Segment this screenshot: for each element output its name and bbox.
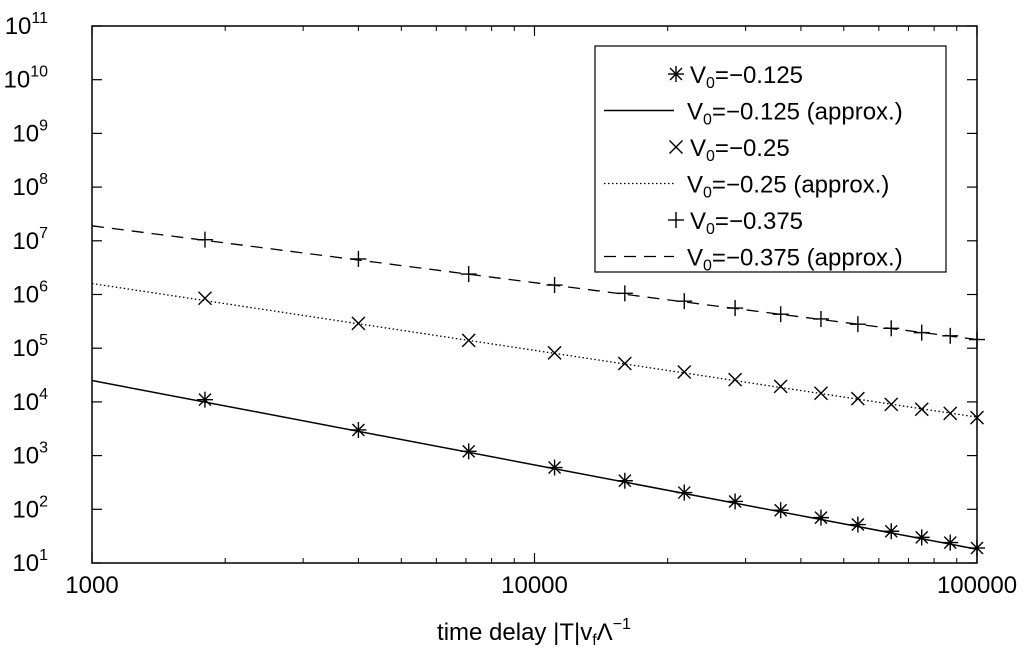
x-tick-label: 1000 — [65, 572, 118, 599]
legend-marker-cross — [669, 140, 683, 154]
legend-box — [594, 45, 947, 273]
data-point-cross — [197, 291, 212, 306]
y-tick-label: 107 — [12, 225, 48, 255]
y-tick-label: 102 — [12, 493, 48, 523]
y-tick-label: 106 — [12, 279, 48, 309]
legend-label: V0=−0.375 — [690, 208, 803, 238]
series-line-solid — [91, 379, 978, 551]
x-tick-label: 10000 — [501, 572, 568, 599]
legend-label: V0=−0.25 (approx.) — [687, 172, 889, 202]
series-group — [91, 225, 985, 557]
data-point-cross — [773, 379, 788, 394]
data-point-asterisk — [812, 509, 829, 526]
data-point-cross — [970, 410, 984, 425]
axis-ticks: 1000 10000 100000 101 102 103 104 105 106 107 108 1… — [4, 10, 1018, 599]
data-point-cross — [850, 391, 865, 406]
y-tick-label: 105 — [12, 332, 48, 362]
data-point-cross — [914, 402, 929, 417]
data-point-asterisk — [883, 523, 900, 540]
y-tick-label: 108 — [12, 171, 48, 201]
x-tick-label: 100000 — [937, 572, 1017, 599]
x-axis-label: time delay |T|vfΛ−1 — [437, 616, 631, 649]
data-point-asterisk — [460, 443, 477, 460]
data-point-plus — [460, 266, 477, 283]
legend-label: V0=−0.375 (approx.) — [687, 245, 903, 275]
series-line-dashed — [91, 225, 978, 341]
data-point-asterisk — [849, 516, 866, 533]
data-point-asterisk — [546, 459, 563, 476]
data-point-cross — [547, 345, 562, 360]
data-point-asterisk — [196, 391, 213, 408]
legend-label: V0=−0.125 (approx.) — [687, 99, 903, 129]
y-tick-label: 103 — [12, 440, 48, 470]
series-line-dotted — [91, 282, 978, 418]
data-point-plus — [849, 316, 866, 333]
data-point-cross — [728, 372, 743, 387]
y-tick-label: 101 — [12, 547, 48, 577]
y-tick-label: 1011 — [5, 10, 48, 40]
data-point-cross — [677, 365, 692, 380]
legend-marker-asterisk — [668, 66, 684, 82]
data-point-asterisk — [942, 534, 959, 551]
legend: V0=−0.125 V0=−0.125 (approx.) V0=−0.25 V0=−… — [594, 45, 947, 275]
legend-label: V0=−0.125 — [690, 62, 803, 92]
y-tick-label: 1010 — [4, 64, 49, 94]
legend-label: V0=−0.25 — [690, 135, 790, 165]
data-point-cross — [617, 356, 632, 371]
data-point-plus — [969, 331, 985, 348]
y-tick-label: 104 — [12, 386, 48, 416]
legend-marker-plus — [668, 212, 684, 228]
y-tick-label: 109 — [12, 117, 48, 147]
